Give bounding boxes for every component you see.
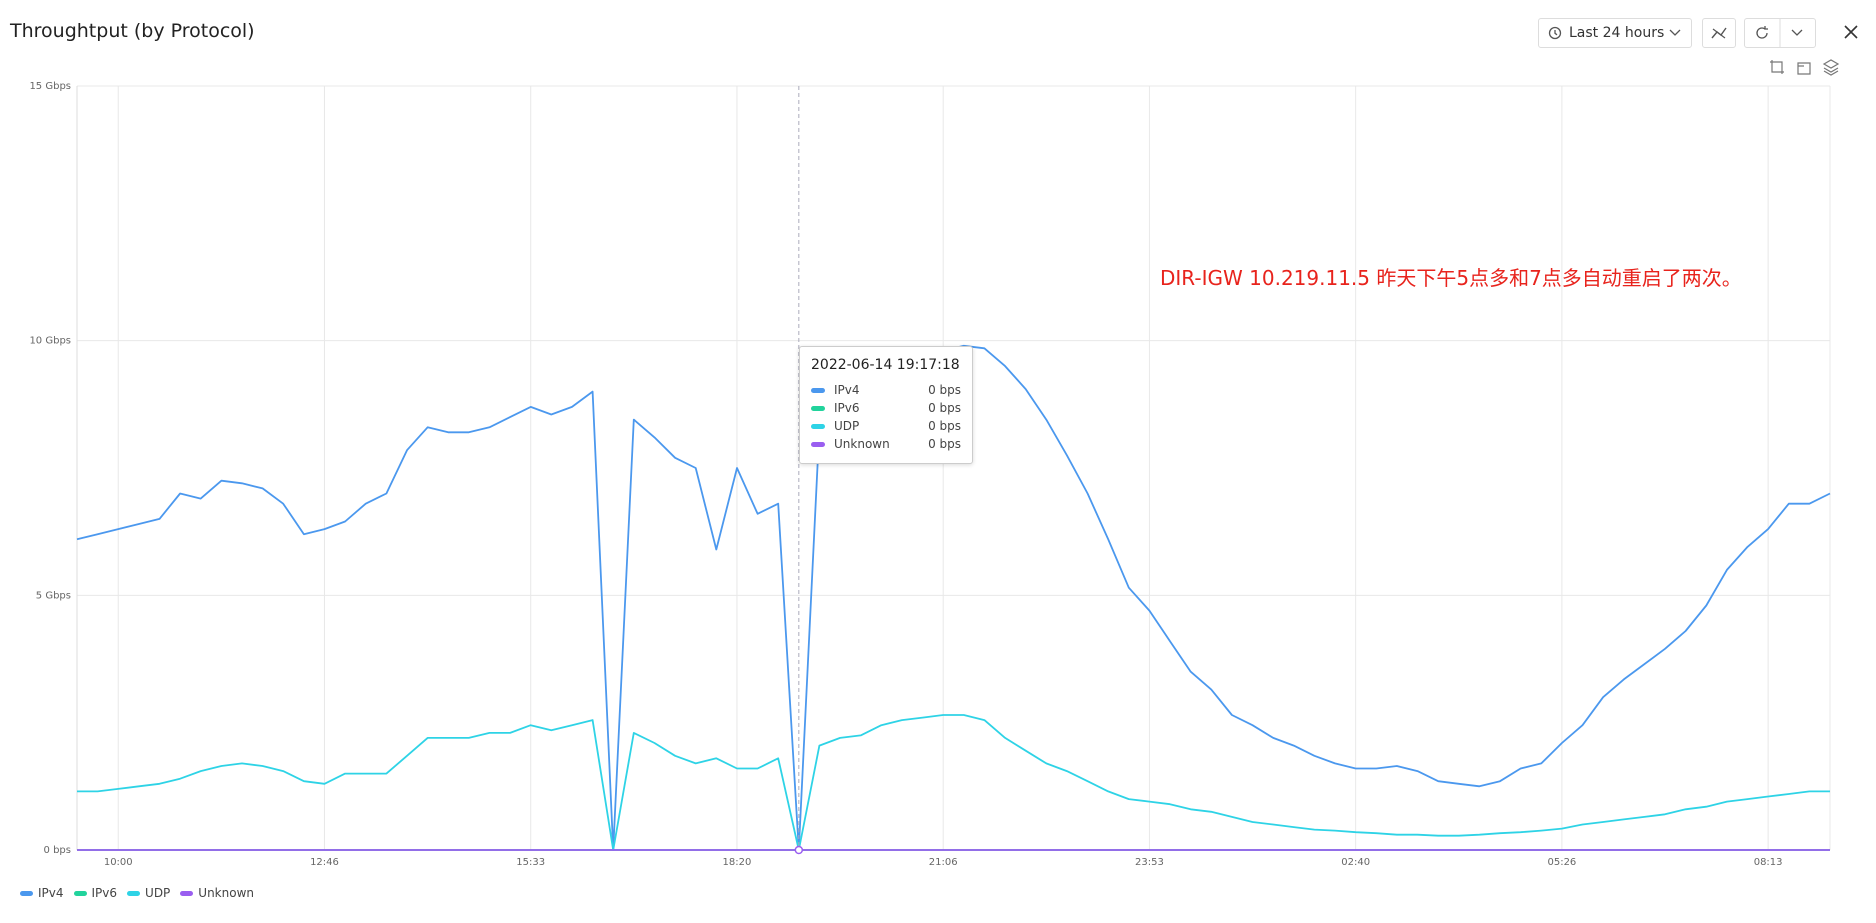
legend-label: IPv4 [38, 886, 64, 900]
x-tick-label: 10:00 [104, 857, 133, 868]
compare-icon [1711, 27, 1727, 39]
time-range-button[interactable]: Last 24 hours [1538, 18, 1692, 48]
x-tick-label: 02:40 [1341, 857, 1370, 868]
tooltip-swatch [811, 441, 825, 447]
y-tick-label: 15 Gbps [29, 81, 71, 92]
tooltip-name: Unknown [834, 437, 890, 451]
time-range-label: Last 24 hours [1569, 25, 1665, 41]
refresh-icons [1756, 19, 1803, 47]
tooltip-swatch [811, 387, 825, 393]
tooltip-title: 2022-06-14 19:17:18 [811, 357, 960, 373]
tooltip-value: 0 bps [928, 419, 961, 433]
legend-swatch [73, 890, 87, 896]
tooltip-swatch [811, 423, 825, 429]
y-tick-label: 0 bps [44, 845, 71, 856]
y-tick-label: 5 Gbps [36, 590, 71, 601]
tooltip-row: IPv6 0 bps [811, 399, 961, 417]
tooltip-name: UDP [834, 419, 860, 433]
tooltip-row: IPv4 0 bps [811, 381, 961, 399]
x-tick-label: 08:13 [1754, 857, 1783, 868]
tooltip-value: 0 bps [928, 437, 961, 451]
series-line [77, 714, 1830, 851]
x-tick-label: 18:20 [723, 857, 752, 868]
legend-item[interactable]: UDP [127, 886, 170, 900]
y-tick-label: 10 Gbps [29, 336, 71, 347]
x-tick-label: 15:33 [516, 857, 545, 868]
refresh-button[interactable] [1744, 18, 1816, 48]
tooltip-value: 0 bps [928, 383, 961, 397]
tooltip-value: 0 bps [928, 401, 961, 415]
tooltip-name: IPv6 [834, 401, 860, 415]
tooltip-swatch [811, 405, 825, 411]
tooltip-row: Unknown 0 bps [811, 435, 961, 453]
legend-label: UDP [145, 886, 171, 900]
legend-swatch [20, 890, 33, 896]
tooltip-name: IPv4 [834, 383, 860, 397]
legend: IPv4 IPv6 UDP Unknown [20, 886, 264, 900]
tooltip-row: UDP 0 bps [811, 417, 961, 435]
legend-item[interactable]: IPv6 [73, 886, 118, 900]
close-button[interactable] [1843, 24, 1859, 40]
panel-title: Throughtput (by Protocol) [10, 20, 255, 42]
hover-point [794, 845, 804, 855]
legend-item[interactable]: IPv4 [20, 886, 64, 900]
x-tick-label: 21:06 [929, 857, 958, 868]
x-tick-label: 23:53 [1135, 857, 1164, 868]
legend-swatch [127, 890, 141, 896]
chevron-icon [1669, 29, 1681, 36]
annotation: DIR-IGW 10.219.11.5 昨天下午5点多和7点多自动重启了两次。 [1160, 266, 1742, 290]
tooltip: 2022-06-14 19:17:18 IPv4 0 bps IPv6 0 bps UD… [799, 346, 973, 464]
compare-button[interactable] [1702, 18, 1736, 48]
clock-icon [1548, 26, 1562, 40]
legend-label: IPv6 [91, 886, 118, 900]
legend-label: Unknown [198, 886, 255, 900]
toolbox-icons[interactable] [1768, 58, 1848, 76]
x-tick-label: 12:46 [310, 857, 339, 868]
legend-item[interactable]: Unknown [180, 886, 254, 900]
legend-swatch [180, 890, 194, 896]
x-tick-label: 05:26 [1547, 857, 1576, 868]
